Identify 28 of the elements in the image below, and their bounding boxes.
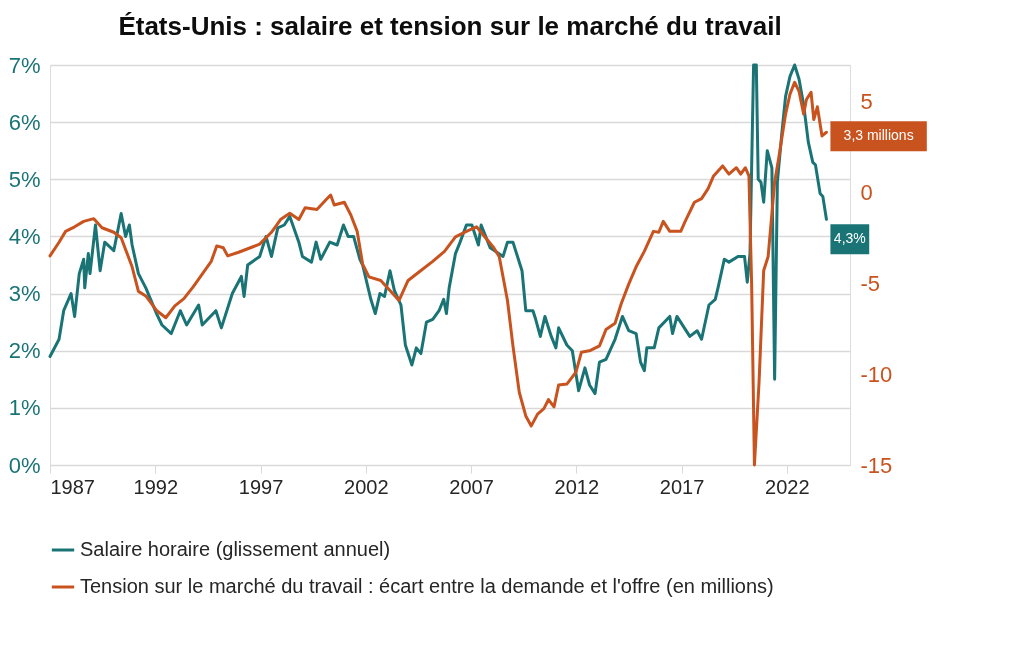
y-tick-label: 4%	[8, 223, 41, 249]
y-tick-label: 5%	[8, 166, 41, 192]
line-series	[48, 63, 828, 396]
y-tick-label: 0%	[8, 452, 41, 478]
y-tick-label: 1%	[8, 395, 41, 421]
x-tick-label: 1992	[133, 475, 179, 498]
y2-tick-label: 5	[860, 88, 873, 114]
x-tick-label: 2022	[765, 475, 810, 498]
legend-label: Tension sur le marché du travail : écart entre la demande et l'offre (en millions)	[80, 575, 774, 597]
data-label: 4,3%	[833, 230, 866, 247]
y-tick-label: 2%	[8, 338, 41, 364]
y-tick-label: 3%	[8, 281, 41, 307]
x-tick-label: 1997	[238, 475, 284, 498]
x-tick-label: 1987	[50, 475, 95, 498]
legend-label: Salaire horaire (glissement annuel)	[80, 538, 391, 560]
y2-tick-label: -10	[860, 361, 893, 387]
chart-title: États-Unis : salaire et tension sur le marché du travail	[118, 11, 782, 41]
x-tick-label: 2017	[659, 475, 705, 498]
y2-tick-label: -5	[860, 270, 881, 296]
x-tick-label: 2012	[554, 475, 600, 498]
x-tick-label: 2002	[344, 475, 389, 498]
y-tick-label: 6%	[8, 109, 41, 135]
y2-tick-label: 0	[860, 179, 873, 205]
x-tick-label: 2007	[449, 475, 494, 498]
data-label: 3,3 millions	[843, 127, 914, 144]
y2-tick-label: -15	[860, 452, 893, 478]
line-series	[48, 80, 828, 467]
y-tick-label: 7%	[8, 52, 41, 78]
